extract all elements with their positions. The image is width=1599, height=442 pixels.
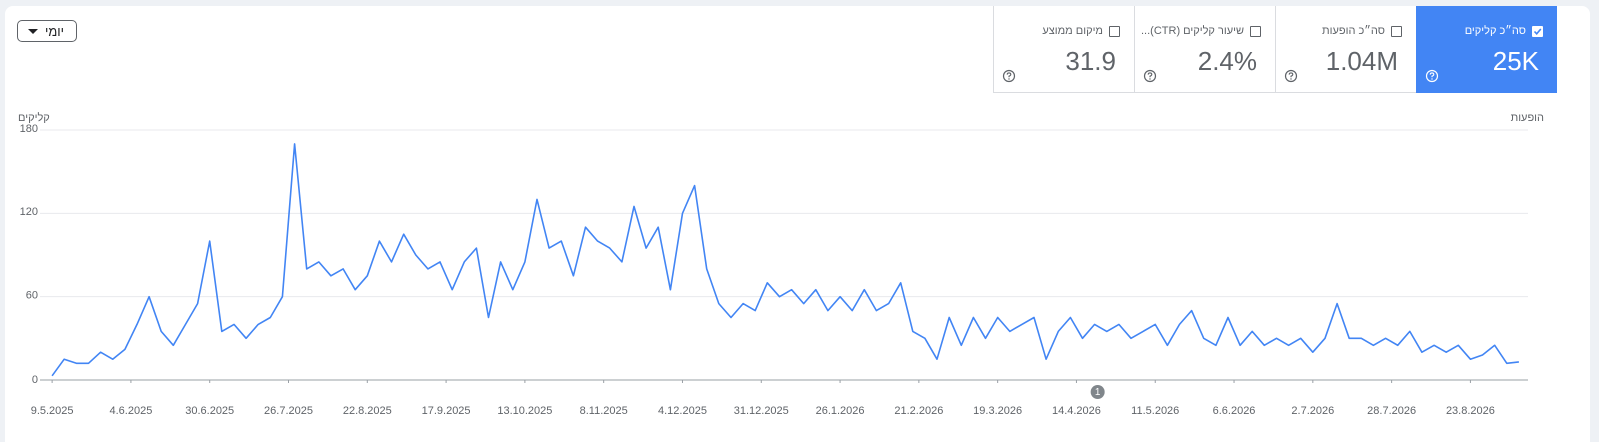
x-tick-label: 17.9.2025 — [422, 405, 471, 417]
metric-label: מיקום ממוצע — [1042, 25, 1103, 37]
x-tick-label: 31.12.2025 — [734, 405, 789, 417]
dropdown-arrow — [28, 29, 38, 34]
x-tick-label: 22.8.2025 — [343, 405, 392, 417]
x-tick-label: 4.6.2025 — [110, 405, 153, 417]
x-tick-label: 9.5.2025 — [31, 405, 74, 417]
x-tick-label: 26.1.2026 — [816, 405, 865, 417]
annotation-marker — [1090, 385, 1105, 399]
y-tick-label: 180 — [20, 123, 38, 135]
metric-card[interactable]: סה״כ הופעות 1.04M — [1275, 6, 1416, 93]
metric-card[interactable]: מיקום ממוצע 31.9 — [993, 6, 1134, 93]
x-tick-label: 4.12.2025 — [658, 405, 707, 417]
x-tick-label: 2.7.2026 — [1291, 405, 1334, 417]
x-tick-label: 30.6.2025 — [185, 405, 234, 417]
y-tick-label: 60 — [26, 290, 38, 302]
metric-value: 1.04M — [1325, 46, 1398, 76]
x-tick-label: 6.6.2026 — [1213, 405, 1256, 417]
metric-label: שיעור קליקים (CTR)... — [1140, 25, 1244, 37]
granularity-dropdown[interactable]: יומי — [17, 20, 77, 42]
help-icon[interactable] — [1002, 69, 1016, 83]
metric-card[interactable]: סה״כ קליקים 25K — [1416, 6, 1557, 93]
metric-value: 25K — [1492, 46, 1539, 76]
x-tick-label: 11.5.2026 — [1131, 405, 1179, 417]
x-tick-label: 19.3.2026 — [973, 405, 1022, 417]
data-line — [51, 143, 1519, 377]
dropdown-label: יומי — [44, 23, 64, 39]
y2-axis-title: הופעות — [1511, 112, 1544, 124]
x-tick-label: 21.2.2026 — [894, 405, 943, 417]
metric-value: 31.9 — [1065, 46, 1116, 76]
metric-value: 2.4% — [1197, 46, 1257, 76]
checkbox[interactable] — [1391, 25, 1402, 37]
x-tick-label: 28.7.2026 — [1367, 405, 1416, 417]
help-icon[interactable] — [1284, 69, 1298, 83]
help-icon[interactable] — [1425, 69, 1439, 83]
check-mark — [1533, 27, 1542, 35]
annotation-label: 1 — [1095, 387, 1101, 398]
metric-card[interactable]: שיעור קליקים (CTR)... 2.4% — [1134, 6, 1275, 93]
y-tick-label: 0 — [32, 374, 38, 386]
checkbox[interactable] — [1109, 25, 1120, 37]
y-tick-label: 120 — [20, 206, 38, 218]
x-tick-label: 14.4.2026 — [1052, 405, 1101, 417]
x-tick-label: 13.10.2025 — [497, 405, 552, 417]
help-icon[interactable] — [1143, 69, 1157, 83]
x-tick-label: 8.11.2025 — [580, 405, 628, 417]
x-tick-label: 23.8.2026 — [1446, 405, 1495, 417]
x-tick-label: 26.7.2025 — [264, 405, 313, 417]
checkbox[interactable] — [1250, 25, 1261, 37]
y-axis-title: קליקים — [18, 111, 50, 124]
checkbox[interactable] — [1532, 25, 1543, 37]
metric-label: סה״כ הופעות — [1322, 25, 1385, 37]
metric-label: סה״כ קליקים — [1464, 25, 1526, 37]
